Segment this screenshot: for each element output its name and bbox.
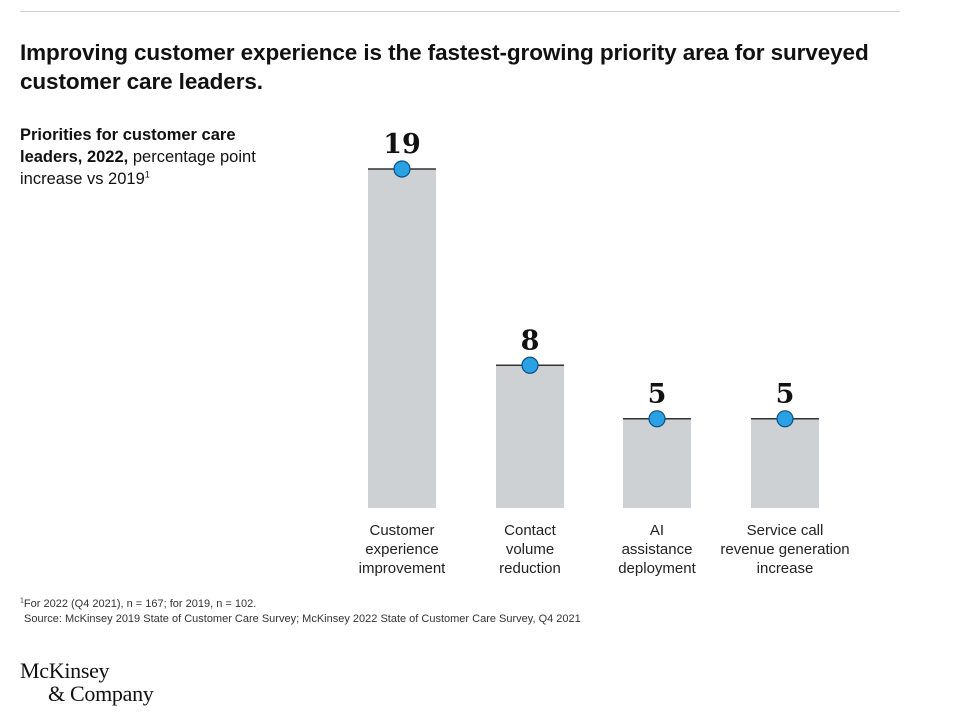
bar-value-label-2: 8 bbox=[521, 325, 540, 356]
source-text: Source: McKinsey 2019 State of Customer … bbox=[24, 613, 581, 625]
category-label-1-line-1: Customer bbox=[369, 522, 435, 539]
category-label-4-line-1: Service call bbox=[746, 522, 824, 539]
bar-1 bbox=[368, 169, 436, 508]
category-label-4-line-3: increase bbox=[756, 560, 814, 577]
category-label-2: Contact volume reduction bbox=[455, 521, 605, 578]
subtitle-normal: percentage point increase vs 2019 bbox=[20, 148, 256, 188]
bar-dot-2 bbox=[521, 356, 539, 374]
subtitle-footnote-marker: 1 bbox=[144, 169, 150, 180]
category-label-1-line-3: improvement bbox=[358, 560, 446, 577]
bar-dot-4 bbox=[776, 410, 794, 428]
bar-chart: 19 8 5 5 bbox=[368, 129, 819, 508]
bar-3 bbox=[623, 418, 691, 508]
category-label-4: Service call revenue generation increase bbox=[710, 521, 860, 578]
bar-value-label-1: 19 bbox=[383, 129, 421, 160]
category-label-1: Customer experience improvement bbox=[327, 521, 477, 578]
category-label-3: AI assistance deployment bbox=[582, 521, 732, 578]
category-label-2-line-2: volume bbox=[505, 541, 555, 558]
mckinsey-logo: McKinsey & Company bbox=[20, 658, 154, 706]
bar-dot-3 bbox=[648, 410, 666, 428]
category-label-4-line-2: revenue generation bbox=[720, 541, 850, 558]
category-label-2-line-3: reduction bbox=[499, 560, 561, 577]
logo-line-2: & Company bbox=[48, 681, 154, 706]
bar-value-label-4: 5 bbox=[776, 379, 795, 410]
category-label-3-line-3: deployment bbox=[618, 560, 696, 577]
category-label-3-line-2: assistance bbox=[621, 541, 693, 558]
bar-4 bbox=[751, 418, 819, 508]
footnotes: 1For 2022 (Q4 2021), n = 167; for 2019, … bbox=[20, 597, 581, 627]
category-label-3-line-1: AI bbox=[649, 522, 665, 539]
footnote-text: For 2022 (Q4 2021), n = 167; for 2019, n… bbox=[23, 598, 257, 610]
top-rule bbox=[20, 11, 900, 12]
logo-line-1: McKinsey bbox=[20, 658, 110, 683]
chart-subtitle: Priorities for customer care leaders, 20… bbox=[20, 124, 280, 190]
bar-2 bbox=[496, 365, 564, 508]
category-label-2-line-1: Contact bbox=[504, 522, 556, 539]
bar-dot-1 bbox=[393, 160, 411, 178]
category-label-1-line-2: experience bbox=[365, 541, 439, 558]
bar-value-label-3: 5 bbox=[648, 379, 667, 410]
footnote-marker: 1 bbox=[20, 597, 24, 605]
subtitle-bold: Priorities for customer care leaders, 20… bbox=[20, 126, 236, 166]
chart-title: Improving customer experience is the fas… bbox=[20, 40, 869, 94]
